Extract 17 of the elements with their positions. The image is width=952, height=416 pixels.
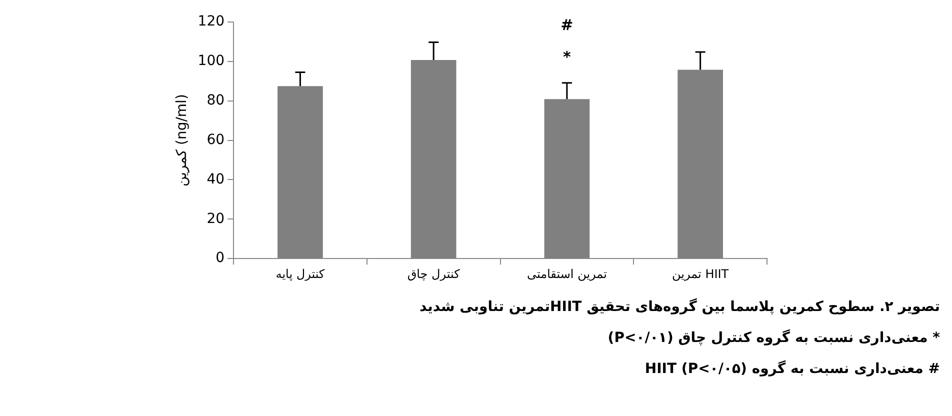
y-tick-label: 60 — [206, 132, 225, 148]
x-tick-label: تمرین استقامتی — [526, 266, 607, 281]
y-tick-label: 120 — [198, 14, 225, 30]
y-tick-label: 20 — [206, 210, 225, 227]
annotation: * — [563, 48, 572, 66]
x-tick-label: کنترل پایه — [276, 266, 325, 281]
text: # معنی‌داری نسبت به گروه HIIT (P<۰/۰۵) — [644, 359, 940, 379]
y-tick-label: 80 — [206, 92, 225, 109]
y-tick-label: 0 — [216, 250, 225, 266]
x-tick-label: کنترل چاق — [407, 266, 460, 281]
annotation: # — [560, 16, 574, 34]
x-tick-label: تمرین HIIT — [672, 266, 730, 281]
text: * معنی‌داری نسبت به گروه کنترل چاق (P<۰/۰۱) — [606, 328, 940, 348]
y-tick-label: 100 — [198, 53, 225, 70]
y-axis-title: کمرین (ng/ml) — [174, 94, 190, 187]
text: تصویر ۲. سطوح کمرین پلاسما بین گروه‌های تحقیق HIITتمرین تناوبی شدید — [418, 297, 940, 317]
y-tick-label: 40 — [206, 171, 225, 188]
